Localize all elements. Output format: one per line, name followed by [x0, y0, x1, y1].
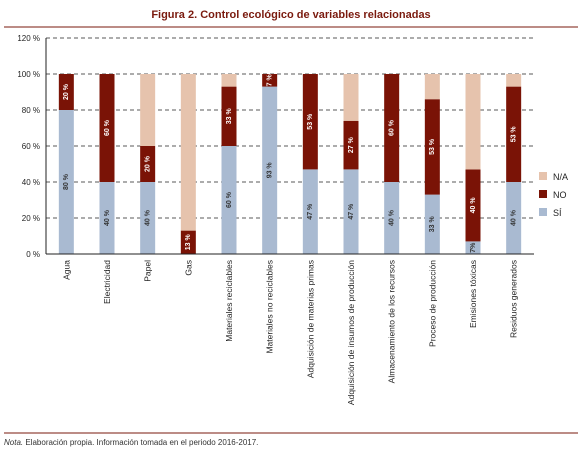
x-tick-label: Materiales reciclables — [224, 260, 234, 342]
bar-segment — [506, 86, 522, 182]
bar-segment — [384, 74, 400, 182]
bar-segment — [384, 182, 400, 254]
data-label: 27 % — [348, 136, 355, 153]
x-tick-label: Materiales no reciclables — [265, 260, 275, 354]
bar-segment — [424, 74, 440, 100]
bar-segment — [465, 74, 481, 170]
y-tick-label: 20 % — [22, 214, 40, 223]
data-label: 93 % — [267, 162, 274, 179]
bar-segment — [343, 120, 359, 170]
legend-swatch — [539, 172, 547, 180]
figure-note: Nota. Elaboración propia. Información to… — [4, 438, 258, 447]
bar-segment — [221, 86, 237, 146]
x-tick-label: Gas — [183, 260, 193, 276]
legend-label: NO — [553, 190, 567, 200]
bar-segment — [465, 169, 481, 242]
x-tick-label: Electricidad — [102, 260, 112, 304]
y-tick-label: 40 % — [22, 178, 40, 187]
data-label: 53 % — [307, 113, 314, 130]
bar-segment — [424, 99, 440, 195]
data-label: 33 % — [429, 216, 436, 233]
legend-swatch — [539, 190, 547, 198]
data-label: 33 % — [226, 108, 233, 125]
bar-segment — [343, 169, 359, 254]
bar-segment — [58, 74, 74, 110]
data-label: 20 % — [145, 155, 152, 172]
data-label: 60 % — [104, 119, 111, 136]
data-label: 20 % — [63, 83, 70, 100]
bar-segment — [99, 74, 115, 182]
note-text: Elaboración propia. Información tomada e… — [25, 438, 259, 447]
data-label: 40 % — [511, 209, 518, 226]
x-tick-label: Residuos generados — [509, 260, 519, 338]
data-label: 13 % — [185, 234, 192, 251]
bar-segment — [58, 110, 74, 254]
bar-segment — [221, 146, 237, 254]
bar-segment — [221, 74, 237, 87]
x-tick-label: Papel — [143, 260, 153, 282]
data-label: 53 % — [429, 138, 436, 155]
data-label: 53 % — [511, 126, 518, 143]
x-tick-label: Adquisición de insumos de producción — [346, 260, 356, 405]
data-label: 40 % — [145, 209, 152, 226]
legend-label: N/A — [553, 172, 568, 182]
bar-segment — [262, 86, 278, 254]
data-label: 40 % — [389, 209, 396, 226]
legend-swatch — [539, 208, 547, 216]
data-label: 7% — [470, 242, 477, 253]
data-label: 40 % — [104, 209, 111, 226]
bar-segment — [424, 194, 440, 254]
y-tick-label: 0 % — [26, 250, 40, 259]
note-label: Nota. — [4, 438, 24, 447]
legend-label: SÍ — [553, 208, 562, 218]
bar-segment — [180, 230, 196, 254]
chart-title: Figura 2. Control ecológico de variables… — [151, 9, 430, 21]
bar-segment — [180, 74, 196, 231]
data-label: 47 % — [307, 203, 314, 220]
data-label: 40 % — [470, 197, 477, 214]
bar-segment — [465, 241, 481, 254]
x-tick-label: Agua — [61, 260, 71, 280]
bar-segment — [506, 182, 522, 254]
data-label: 7 % — [267, 73, 274, 86]
bar-segment — [140, 182, 156, 254]
data-label: 47 % — [348, 203, 355, 220]
bar-segment — [343, 74, 359, 121]
bar-segment — [262, 74, 278, 87]
bar-segment — [506, 74, 522, 87]
y-tick-label: 60 % — [22, 142, 40, 151]
bar-segment — [302, 74, 318, 170]
data-label: 80 % — [63, 173, 70, 190]
y-tick-label: 80 % — [22, 106, 40, 115]
x-tick-label: Emisiones tóxicas — [468, 260, 478, 328]
x-tick-label: Adquisición de materias primas — [305, 260, 315, 378]
x-tick-label: Almacenamiento de los recursos — [387, 260, 397, 383]
y-tick-label: 120 % — [17, 34, 40, 43]
y-tick-label: 100 % — [17, 70, 40, 79]
data-label: 60 % — [389, 119, 396, 136]
data-label: 60 % — [226, 191, 233, 208]
bar-segment — [99, 182, 115, 254]
bar-segment — [302, 169, 318, 254]
x-tick-label: Proceso de producción — [427, 260, 437, 347]
bar-segment — [140, 146, 156, 182]
bar-segment — [140, 74, 156, 146]
